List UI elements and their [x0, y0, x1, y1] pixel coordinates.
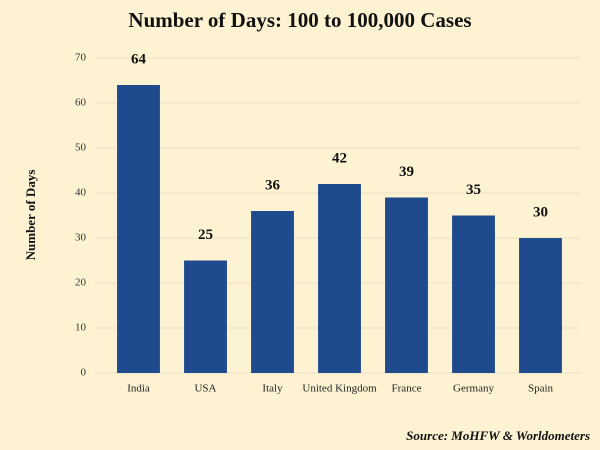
x-tick-label: United Kingdom — [302, 383, 377, 395]
y-tick-label: 70 — [75, 52, 87, 64]
data-label: 42 — [332, 150, 347, 166]
data-label: 25 — [198, 227, 213, 243]
x-tick-label: USA — [194, 383, 216, 395]
y-tick-label: 60 — [75, 97, 87, 109]
y-tick-label: 20 — [75, 277, 87, 289]
x-tick-label: Italy — [262, 383, 283, 395]
y-tick-label: 0 — [81, 367, 87, 379]
data-label: 35 — [466, 182, 481, 198]
source-note: Source: MoHFW & Worldometers — [406, 428, 590, 443]
data-label: 30 — [533, 204, 548, 220]
x-tick-label: France — [392, 383, 422, 395]
x-tick-label: India — [127, 383, 150, 395]
y-tick-label: 50 — [75, 142, 87, 154]
x-tick-label: Spain — [528, 383, 554, 395]
data-label: 39 — [399, 164, 414, 180]
x-tick-label: Germany — [453, 383, 494, 395]
chart-title: Number of Days: 100 to 100,000 Cases — [128, 8, 471, 32]
y-axis-label: Number of Days — [23, 170, 38, 261]
y-tick-label: 40 — [75, 187, 87, 199]
bar — [318, 184, 361, 373]
data-label: 36 — [265, 177, 281, 193]
bar — [452, 215, 495, 373]
y-tick-label: 10 — [75, 322, 87, 334]
bar — [385, 197, 428, 373]
bar — [251, 211, 294, 373]
bar — [117, 85, 160, 373]
bar — [519, 238, 562, 373]
data-label: 64 — [131, 51, 147, 67]
bar — [184, 260, 227, 373]
y-tick-label: 30 — [75, 232, 87, 244]
